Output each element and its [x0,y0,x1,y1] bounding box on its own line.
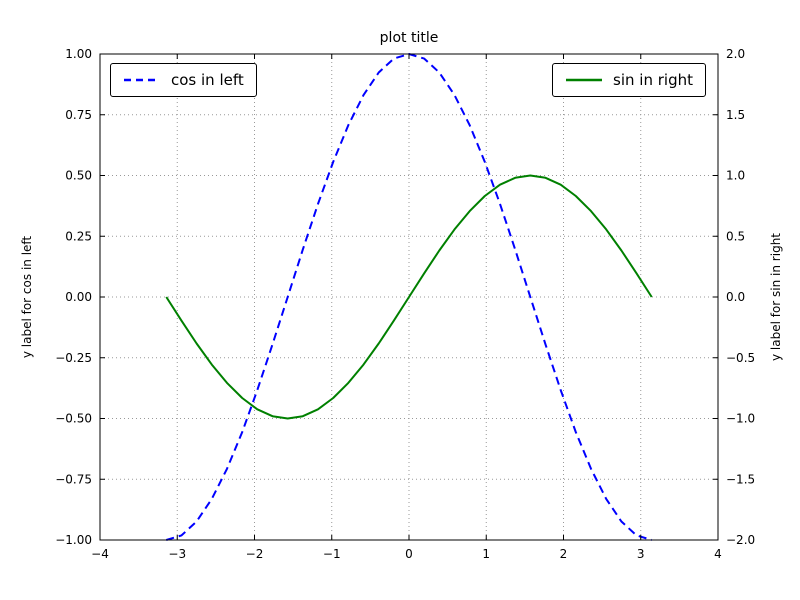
x-tick-label: 2 [560,547,568,561]
legend-cos: cos in left [110,63,257,97]
legend-label-sin: sin in right [613,71,693,89]
y-left-tick-label: 0.75 [65,108,92,122]
y-left-tick-label: 1.00 [65,47,92,61]
y-right-tick-label: 0.0 [726,290,745,304]
cos-dashed-line-sample [124,78,160,82]
sin-solid-line-sample [566,78,603,82]
x-tick-label: 1 [482,547,490,561]
y-right-tick-label: 1.0 [726,169,745,183]
y-left-tick-label: 0.00 [65,290,92,304]
y-right-tick-label: −1.0 [726,412,755,426]
y-right-tick-label: −1.5 [726,472,755,486]
y-left-tick-label: −0.50 [55,412,92,426]
legend-label-cos: cos in left [171,71,244,89]
x-tick-label: −4 [91,547,109,561]
y-left-tick-label: −0.25 [55,351,92,365]
y-right-tick-label: −2.0 [726,533,755,547]
y-right-tick-label: 1.5 [726,108,745,122]
x-tick-label: 0 [405,547,413,561]
y-axis-label-left: y label for cos in left [20,235,34,359]
legend-sin: sin in right [552,63,706,97]
y-left-tick-labels: −1.00 −0.75 −0.50 −0.25 0.00 0.25 0.50 0.75 1.00 [55,47,92,547]
plot-title: plot title [379,30,439,46]
x-tick-label: −3 [168,547,186,561]
x-tick-label: 4 [714,547,722,561]
y-right-tick-label: 0.5 [726,229,745,243]
x-tick-labels: −4 −3 −2 −1 0 1 2 3 4 [91,547,722,561]
x-tick-label: 3 [637,547,645,561]
y-left-tick-label: −0.75 [55,472,92,486]
sin-curve [165,174,653,420]
y-left-tick-label: 0.50 [65,169,92,183]
y-right-tick-label: 2.0 [726,47,745,61]
y-right-tick-label: −0.5 [726,351,755,365]
x-tick-label: −2 [246,547,264,561]
y-left-tick-label: 0.25 [65,229,92,243]
x-tick-label: −1 [323,547,341,561]
y-axis-label-right: y label for sin in right [769,232,783,362]
y-left-tick-label: −1.00 [55,533,92,547]
tick-marks [99,53,719,541]
y-right-tick-labels: −2.0 −1.5 −1.0 −0.5 0.0 0.5 1.0 1.5 2.0 [726,47,755,547]
